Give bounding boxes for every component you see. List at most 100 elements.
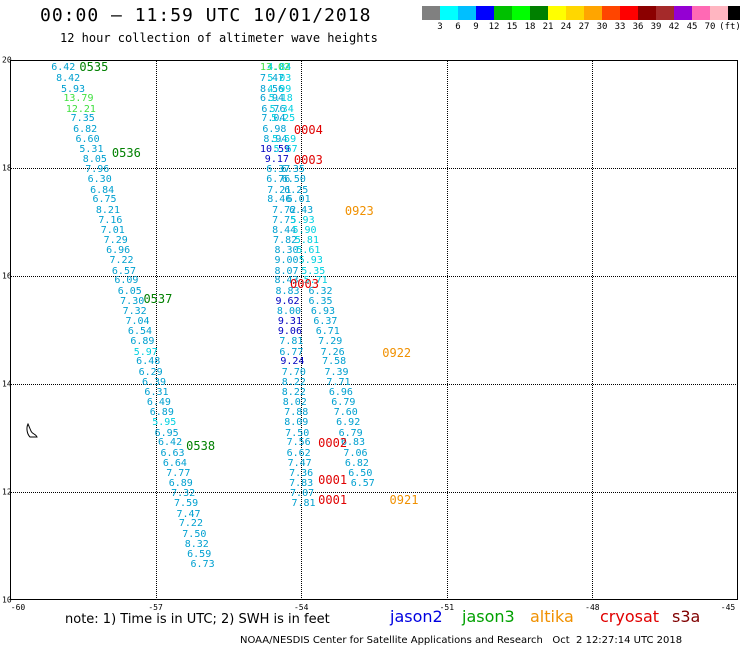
wave-height-value: 8.02 — [282, 396, 307, 408]
lat-tick-label: 10 — [2, 595, 12, 605]
wave-height-value: 8.30 — [274, 245, 299, 257]
legend-label: 15 — [506, 22, 518, 32]
wave-height-value: 7.07 — [290, 488, 315, 500]
wave-height-value: 7.04 — [261, 113, 286, 125]
note-text: note: 1) Time is in UTC; 2) SWH is in fe… — [65, 612, 330, 627]
wave-height-value: 10.59 — [259, 144, 291, 156]
lat-tick-label: 18 — [2, 163, 12, 173]
wave-height-value: 7.35 — [70, 113, 95, 125]
wave-height-value: 7.58 — [322, 356, 347, 368]
wave-height-value: 6.42 — [158, 437, 183, 449]
legend-label: 3 — [437, 22, 443, 32]
legend-label: 24 — [560, 22, 572, 32]
wave-height-value: 6.98 — [262, 123, 287, 135]
map-subtitle: 12 hour collection of altimeter wave hei… — [60, 31, 378, 45]
footer-credit: NOAA/NESDIS Center for Satellite Applica… — [240, 635, 683, 646]
wave-height-value: 7.71 — [326, 376, 351, 388]
wave-height-value: 5.35 — [301, 265, 326, 277]
wave-height-value: 6.95 — [154, 427, 179, 439]
wave-height-value: 6.94 — [259, 93, 285, 105]
wave-height-value: 8.22 — [281, 376, 306, 388]
legend-label: 39 — [650, 22, 662, 32]
wave-height-value: 7.29 — [318, 336, 343, 348]
wave-height-value: 7.82 — [273, 234, 298, 246]
wave-height-value: 7.30 — [120, 295, 145, 307]
legend-swatch — [512, 6, 530, 20]
legend-label: 30 — [596, 22, 608, 32]
wave-height-value: 7.16 — [98, 214, 123, 226]
wave-height-value: 6.43 — [289, 204, 314, 216]
satellite-label-s3a: s3a — [672, 607, 701, 626]
wave-height-value: 6.62 — [286, 447, 311, 459]
wave-height-value: 6.32 — [308, 285, 333, 297]
lon-tick-label: -54 — [293, 603, 309, 612]
grid-line-horizontal — [10, 276, 738, 277]
wave-height-value: 7.81 — [291, 498, 316, 510]
wave-height-value: 7.29 — [103, 234, 128, 246]
wave-height-value: 6.96 — [328, 387, 353, 399]
wave-height-value: 5.34 — [269, 103, 294, 115]
wave-height-value: 6.50 — [348, 468, 373, 480]
wave-height-value: 7.21 — [267, 184, 292, 196]
satellite-label-altika: altika — [530, 607, 574, 626]
wave-height-value: 6.82 — [73, 123, 98, 135]
wave-height-value: 5.59 — [272, 133, 297, 145]
wave-height-value: 7.06 — [343, 447, 368, 459]
wave-height-value: 8.21 — [95, 204, 120, 216]
time-label-0004: 0004 — [293, 123, 323, 138]
wave-height-value: 7.96 — [85, 164, 110, 176]
legend-label: 6 — [455, 22, 461, 32]
lon-tick-label: -48 — [585, 603, 600, 612]
legend-swatch — [422, 6, 440, 20]
wave-height-value: 6.63 — [160, 447, 185, 459]
wave-height-value: 5.93 — [60, 83, 86, 95]
grid-line-vertical — [592, 60, 594, 600]
wave-height-value: 6.96 — [106, 245, 131, 257]
legend-swatch — [602, 6, 620, 20]
grid-line-horizontal — [10, 384, 738, 385]
wave-height-value: 9.00 — [274, 255, 299, 267]
legend-label: 27 — [578, 22, 590, 32]
time-label-0923: 0923 — [344, 203, 374, 218]
wave-height-value: 8.56 — [259, 83, 285, 95]
wave-height-value: 7.32 — [171, 488, 196, 500]
legend-swatch — [656, 6, 674, 20]
wave-height-value: 8.22 — [281, 387, 306, 399]
wave-height-value: 8.09 — [284, 417, 309, 429]
legend-swatch — [494, 6, 512, 20]
wave-height-value: 6.75 — [92, 194, 117, 206]
wave-height-value: 6.31 — [144, 387, 169, 399]
wave-height-value: 8.00 — [276, 306, 302, 318]
wave-height-value: 5.95 — [152, 417, 177, 429]
lon-tick-label: -45 — [720, 603, 736, 612]
wave-height-value: 6.64 — [162, 457, 187, 469]
wave-height-value: 6.30 — [87, 174, 112, 186]
wave-height-value: 6.35 — [280, 164, 305, 176]
wave-height-value: 7.47 — [287, 457, 312, 469]
lon-tick-label: -60 — [10, 603, 26, 612]
legend-swatch — [710, 6, 728, 20]
wave-height-value: 7.59 — [174, 498, 199, 510]
map-title: 00:00 – 11:59 UTC 10/01/2018 — [40, 5, 372, 26]
legend-label: 45 — [686, 22, 698, 32]
wave-height-value: 8.07 — [274, 265, 299, 277]
legend-swatch — [476, 6, 494, 20]
legend-label: 12 — [488, 22, 500, 32]
wave-height-value: 5.18 — [268, 93, 293, 105]
lon-tick-label: -51 — [439, 603, 455, 612]
wave-height-value: 6.48 — [136, 356, 161, 368]
legend-label: 18 — [524, 22, 536, 32]
pass-time-label: 0538 — [186, 439, 216, 454]
wave-height-value: 5.93 — [298, 255, 323, 267]
time-label-0003-a: 0003 — [293, 152, 323, 167]
time-label-0002: 0002 — [318, 436, 348, 451]
lon-tick-label: -57 — [148, 603, 163, 612]
wave-height-value: 9.24 — [280, 356, 305, 368]
wave-height-value: 7.01 — [100, 225, 125, 237]
legend-swatch — [584, 6, 602, 20]
wave-height-value: 7.60 — [333, 407, 358, 419]
wave-height-value: 5.31 — [79, 144, 104, 156]
time-label-0003-b: 0003 — [290, 277, 319, 292]
wave-height-value: 4.84 — [267, 62, 292, 74]
wave-height-value: 7.32 — [122, 306, 147, 318]
